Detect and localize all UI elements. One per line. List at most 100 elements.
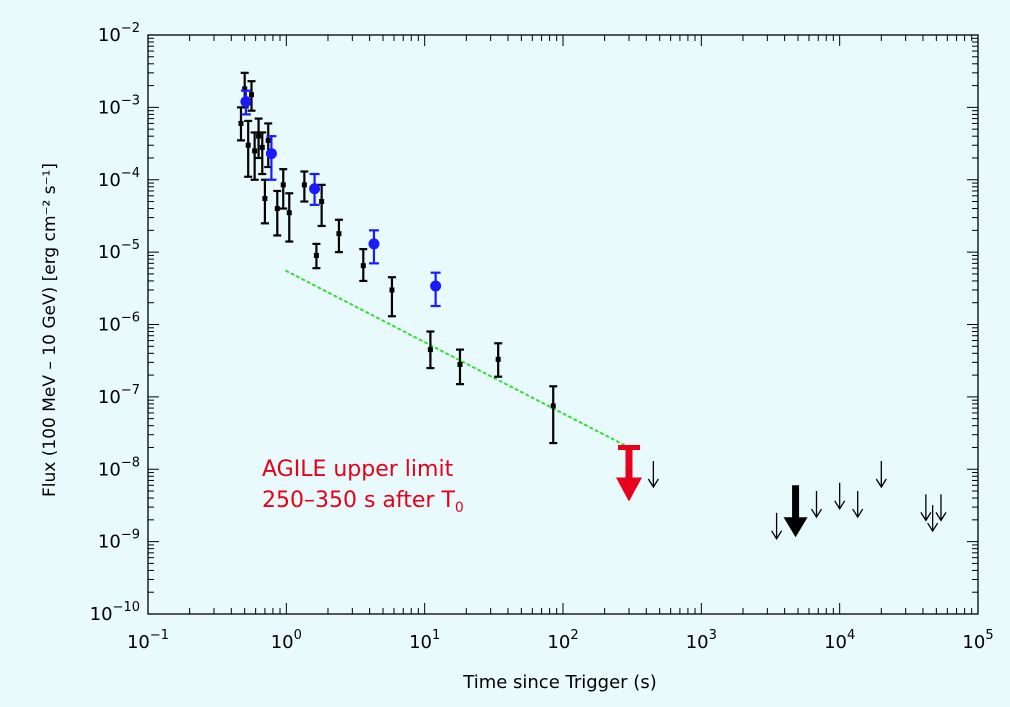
fit-line-layer: [285, 269, 631, 449]
y-tick-label: 10−4: [98, 166, 140, 191]
x-tick-label-base: 10: [271, 632, 294, 653]
point-marker: [242, 86, 248, 92]
black-data-point: [387, 276, 396, 318]
point-marker: [265, 148, 277, 160]
black-data-point: [250, 131, 259, 181]
y-tick-label-base: 10: [98, 315, 121, 336]
x-tick-label-exponent: 3: [709, 628, 717, 643]
x-tick-label: 105: [962, 628, 993, 653]
y-tick-label-exponent: −8: [121, 455, 140, 470]
point-marker: [389, 287, 395, 293]
agile-limit-arrowhead: [616, 477, 643, 502]
black-data-point: [317, 183, 326, 228]
point-marker: [319, 199, 325, 205]
x-tick-label-base: 10: [962, 632, 985, 653]
point-marker: [252, 148, 258, 154]
x-tick-label-base: 10: [824, 632, 847, 653]
point-marker: [336, 231, 342, 237]
upper-limit-arrowhead: [852, 508, 864, 519]
x-tick-label-base: 10: [127, 632, 150, 653]
x-tick-label-exponent: 1: [432, 628, 440, 643]
upper-limit-arrowhead: [935, 512, 947, 522]
y-tick-label-base: 10: [98, 387, 121, 408]
x-tick-label: 101: [409, 628, 440, 653]
black-data-point: [285, 192, 294, 243]
point-marker: [240, 96, 252, 108]
y-tick-label-base: 10: [90, 604, 113, 625]
y-tick-label-exponent: −6: [121, 311, 140, 326]
upper-limit-arrowhead: [927, 522, 939, 533]
y-tick-label-exponent: −10: [113, 600, 140, 615]
point-marker: [301, 182, 307, 188]
black-data-point: [549, 385, 558, 445]
y-tick-label-base: 10: [98, 459, 121, 480]
point-marker: [495, 356, 501, 362]
point-marker: [274, 206, 280, 212]
point-marker: [360, 263, 366, 269]
point-marker: [457, 362, 463, 368]
y-tick-label-exponent: −2: [121, 21, 140, 36]
point-marker: [238, 120, 244, 126]
black-data-point: [300, 170, 309, 203]
y-tick-label: 10−2: [98, 21, 140, 46]
x-tick-label-base: 10: [409, 632, 432, 653]
y-tick-label-base: 10: [98, 170, 121, 191]
black-data-point: [359, 248, 368, 283]
point-marker: [280, 182, 286, 188]
y-tick-label-exponent: −9: [121, 528, 140, 543]
black-data-point: [244, 119, 253, 178]
annotation-line-2-main: 250–350 s after T: [262, 488, 455, 513]
x-axis-label: Time since Trigger (s): [462, 672, 656, 693]
upper-limit-arrowhead: [834, 500, 846, 511]
black-data-point: [426, 330, 435, 370]
plot-frame: [147, 34, 979, 615]
x-tick-label-exponent: −1: [150, 628, 169, 643]
x-tick-label: 100: [271, 628, 302, 653]
y-tick-label-exponent: −3: [121, 93, 140, 108]
point-marker: [262, 196, 268, 202]
y-tick-label-base: 10: [98, 25, 121, 46]
point-marker: [368, 238, 380, 250]
y-tick-label-exponent: −5: [121, 238, 140, 253]
point-marker: [550, 403, 556, 409]
point-marker: [313, 252, 319, 258]
black-data-point: [279, 168, 288, 210]
y-tick-label: 10−9: [98, 528, 140, 553]
black-data-point: [258, 131, 267, 176]
upper-limit-arrowhead: [783, 517, 808, 538]
y-tick-label-exponent: −4: [121, 166, 140, 181]
point-marker: [309, 183, 321, 195]
y-tick-label-base: 10: [98, 532, 121, 553]
x-tick-label-base: 10: [547, 632, 570, 653]
upper-limit-arrowhead: [647, 478, 659, 489]
annotation-line-2-subscript: 0: [455, 500, 464, 516]
blue-data-point: [240, 89, 252, 116]
black-data-point: [334, 218, 343, 254]
point-marker: [248, 92, 254, 98]
black-data-point: [312, 242, 321, 270]
annotation-line-1: AGILE upper limit: [262, 457, 454, 482]
y-tick-label-base: 10: [98, 242, 121, 263]
point-marker: [256, 133, 262, 139]
x-tick-label: 103: [686, 628, 717, 653]
black-data-point: [236, 106, 245, 142]
y-axis-label: Flux (100 MeV – 10 GeV) [erg cm⁻² s⁻¹]: [40, 163, 60, 497]
x-tick-label-exponent: 5: [985, 628, 993, 643]
y-tick-label-exponent: −7: [121, 383, 140, 398]
upper-limits-layer: [616, 444, 947, 541]
y-tick-label: 10−3: [98, 93, 140, 118]
black-data-point: [273, 189, 282, 237]
x-tick-label: 102: [547, 628, 578, 653]
upper-limit-arrowhead: [810, 508, 823, 519]
point-marker: [265, 137, 271, 143]
blue-data-point: [265, 135, 277, 181]
x-tick-label: 10−1: [127, 628, 169, 653]
y-tick-label-base: 10: [98, 97, 121, 118]
blue-data-point: [309, 172, 321, 206]
data-layer: [236, 71, 558, 445]
point-marker: [427, 347, 433, 353]
y-tick-label: 10−5: [98, 238, 140, 263]
black-data-point: [247, 80, 256, 112]
